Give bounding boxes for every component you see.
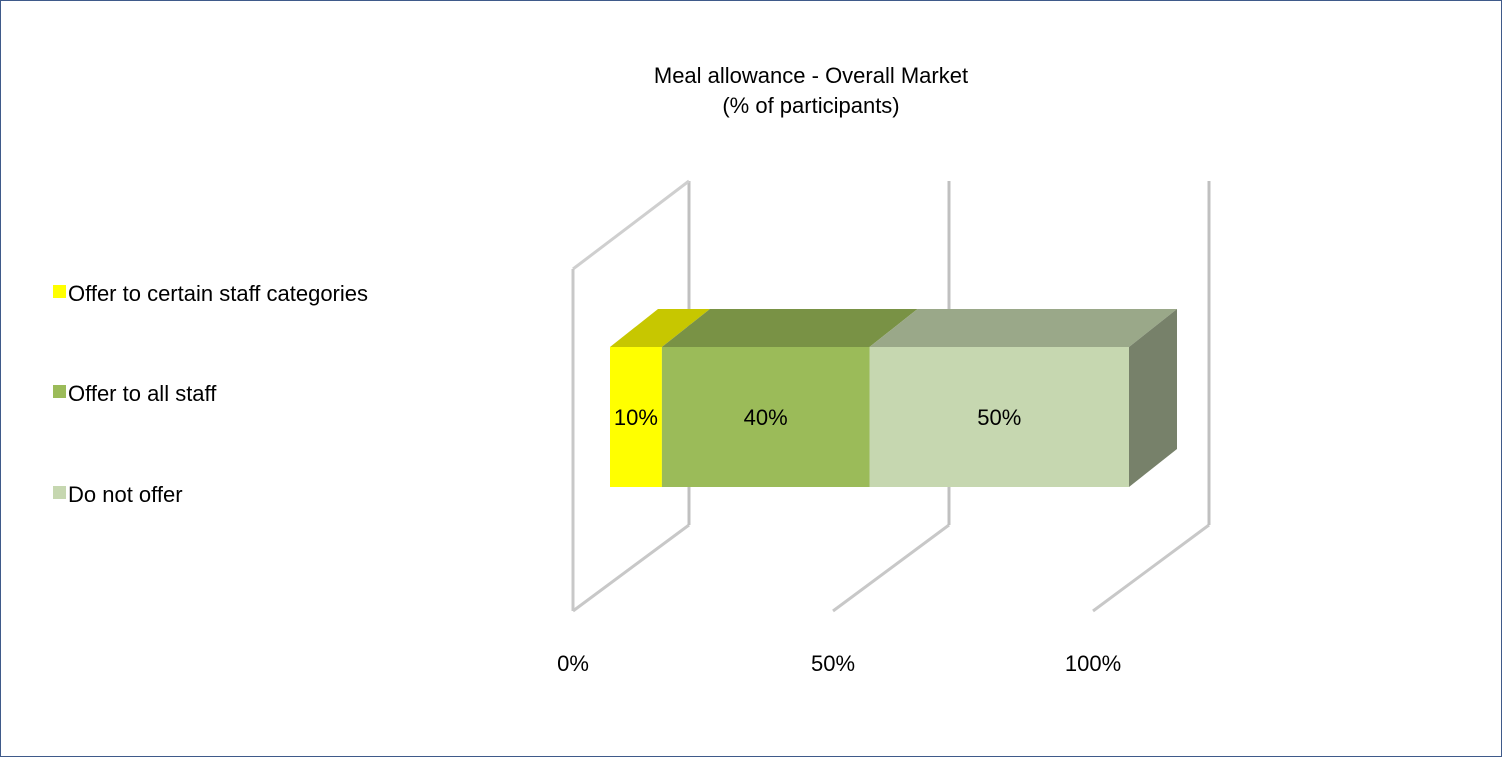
chart-subtitle: (% of participants) (722, 93, 900, 118)
bar-segment-side (1129, 309, 1177, 487)
side-wall-edge (572, 179, 690, 271)
bar-segment (869, 347, 1129, 487)
legend-item-certain-staff: Offer to certain staff categories (53, 279, 373, 309)
x-tick-label: 100% (1065, 651, 1121, 676)
x-tick-label: 50% (811, 651, 855, 676)
legend-item-do-not-offer: Do not offer (53, 480, 373, 510)
floor-gridline (572, 523, 690, 613)
chart-title: Meal allowance - Overall Market (% of pa… (561, 61, 1061, 121)
bar-segment-top (869, 309, 1177, 347)
legend-item-all-staff: Offer to all staff (53, 379, 373, 409)
bar-segment (610, 347, 662, 487)
legend-swatch-do-not-offer (53, 486, 66, 499)
floor-gridline (832, 523, 950, 613)
data-label: 10% (614, 405, 658, 430)
bar-segment-top (661, 309, 918, 347)
legend-label: Do not offer (68, 482, 183, 507)
legend-label: Offer to all staff (68, 381, 217, 406)
data-label: 40% (744, 405, 788, 430)
legend-swatch-certain-staff (53, 285, 66, 298)
floor-gridline (1092, 523, 1210, 613)
data-label: 50% (977, 405, 1021, 430)
legend-label: Offer to certain staff categories (68, 281, 369, 306)
bar-segment-top (610, 309, 710, 347)
legend-swatch-all-staff (53, 385, 66, 398)
chart-title-line: Meal allowance - Overall Market (653, 63, 969, 88)
x-tick-label: 0% (557, 651, 589, 676)
bar-segment (661, 347, 870, 487)
